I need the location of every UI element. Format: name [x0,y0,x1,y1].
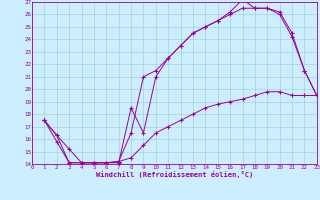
X-axis label: Windchill (Refroidissement éolien,°C): Windchill (Refroidissement éolien,°C) [96,171,253,178]
